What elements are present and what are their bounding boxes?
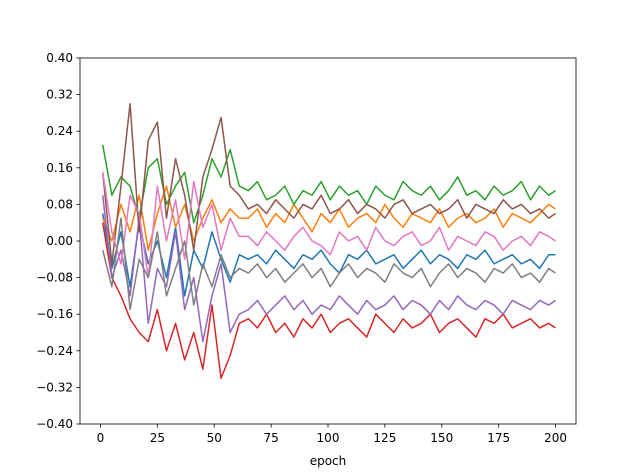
y-tick-label: 0.24 (46, 124, 73, 138)
x-tick-label: 25 (150, 431, 165, 445)
y-tick-label: −0.08 (36, 271, 73, 285)
x-tick-label: 175 (487, 431, 510, 445)
y-tick-label: 0.40 (46, 51, 73, 65)
x-tick-label: 125 (373, 431, 396, 445)
line-series (102, 222, 556, 379)
y-tick-label: 0.00 (46, 234, 73, 248)
y-tick-label: 0.08 (46, 197, 73, 211)
x-axis-label: epoch (310, 454, 347, 468)
x-tick-label: 50 (207, 431, 222, 445)
line-series (102, 217, 556, 311)
plot-frame (79, 57, 577, 425)
y-tick-label: −0.40 (36, 417, 73, 431)
line-series (102, 144, 556, 224)
x-tick-label: 75 (263, 431, 278, 445)
y-tick-label: 0.16 (46, 161, 73, 175)
y-tick-label: −0.32 (36, 380, 73, 394)
y-tick-label: −0.16 (36, 307, 73, 321)
line-series (102, 213, 556, 297)
x-tick-label: 100 (317, 431, 340, 445)
y-tick-label: 0.32 (46, 88, 73, 102)
x-tick-label: 0 (97, 431, 105, 445)
line-series (102, 103, 556, 265)
line-series (102, 172, 556, 279)
x-tick-label: 200 (544, 431, 567, 445)
x-tick-label: 150 (430, 431, 453, 445)
y-tick-label: −0.24 (36, 344, 73, 358)
